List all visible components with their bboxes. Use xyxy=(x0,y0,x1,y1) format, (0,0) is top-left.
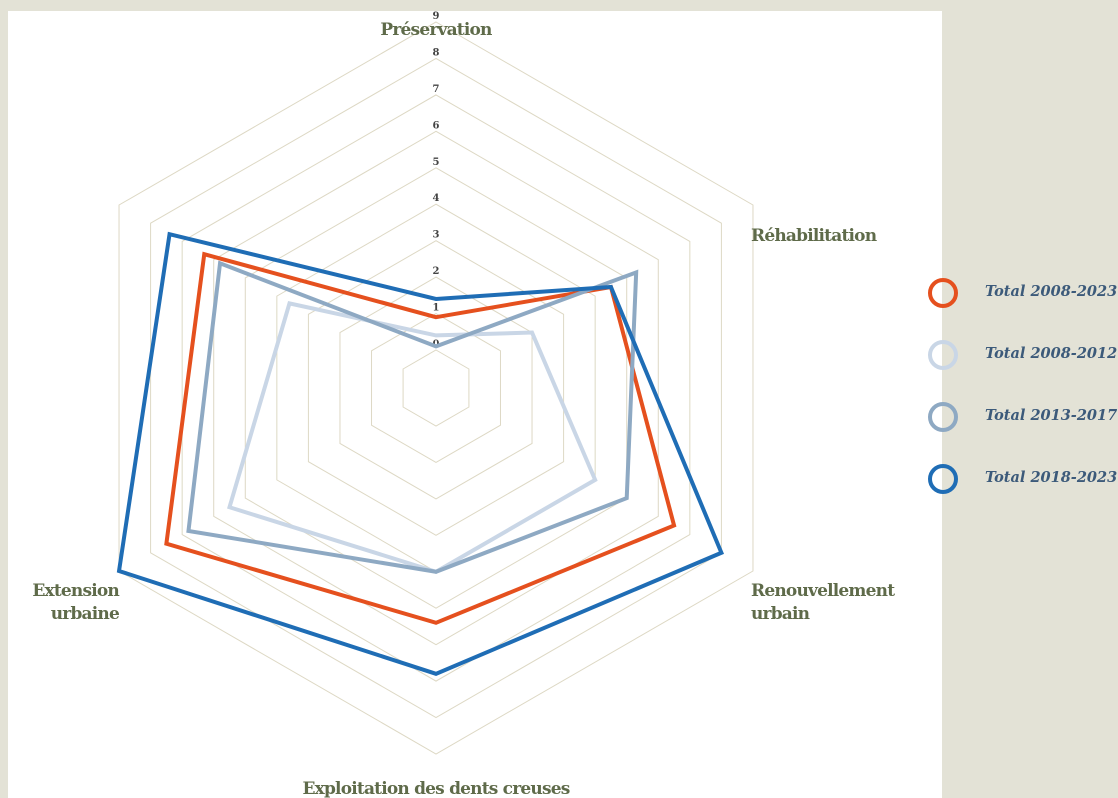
chart-panel: 0 1 2 3 4 5 6 7 8 9 Préservation Réhabilitation Reno… xyxy=(8,11,942,798)
grid-ring-9 xyxy=(118,21,754,755)
legend-marker xyxy=(928,278,958,308)
tick-label-5: 5 xyxy=(433,157,440,168)
grid-ring-7 xyxy=(181,94,691,682)
grid-ring-1 xyxy=(371,312,501,464)
grid-ring-6 xyxy=(213,130,659,646)
legend-item-total-2018-2023: Total 2018-2023 xyxy=(928,464,1118,526)
axis-label-extension: Extension xyxy=(32,581,119,601)
tick-label-6: 6 xyxy=(433,120,440,131)
tick-label-7: 7 xyxy=(433,84,440,95)
axis-label-urbaine: urbaine xyxy=(51,604,120,624)
legend-label: Total 2018-2023 xyxy=(985,469,1118,486)
legend-item-total-2008-2023: Total 2008-2023 xyxy=(928,278,1118,340)
tick-label-8: 8 xyxy=(433,47,440,58)
tick-label-3: 3 xyxy=(433,230,440,241)
axis-label-exploitation-des-dents-creuses: Exploitation des dents creuses xyxy=(302,779,569,798)
axis-label-renouvellement: Renouvellement xyxy=(751,581,895,601)
legend-marker xyxy=(928,464,958,494)
legend: Total 2008-2023 Total 2008-2012 Total 2013… xyxy=(928,278,1118,526)
axis-label-rehabilitation: Réhabilitation xyxy=(751,226,877,246)
legend-label: Total 2008-2023 xyxy=(985,283,1118,300)
grid-ring-0 xyxy=(402,349,470,427)
legend-item-total-2008-2012: Total 2008-2012 xyxy=(928,340,1118,402)
radar-chart: 0123456789PréservationRéhabilitationReno… xyxy=(32,11,896,798)
legend-label: Total 2008-2012 xyxy=(985,345,1118,362)
legend-label: Total 2013-2017 xyxy=(985,407,1118,424)
grid-ring-3 xyxy=(307,240,565,536)
tick-label-1: 1 xyxy=(433,303,440,314)
legend-marker xyxy=(928,340,958,370)
legend-marker xyxy=(928,402,958,432)
tick-label-9: 9 xyxy=(433,11,440,22)
series-line-total-2013-2017 xyxy=(186,260,639,574)
legend-item-total-2013-2017: Total 2013-2017 xyxy=(928,402,1118,464)
grid-ring-4 xyxy=(276,203,596,573)
tick-label-2: 2 xyxy=(433,266,440,277)
series-line-total-2018-2023 xyxy=(116,231,725,676)
axis-label-preservation: Préservation xyxy=(380,20,492,40)
axis-label-urbain: urbain xyxy=(751,604,810,624)
grid-ring-8 xyxy=(150,57,722,719)
tick-label-4: 4 xyxy=(433,193,440,204)
